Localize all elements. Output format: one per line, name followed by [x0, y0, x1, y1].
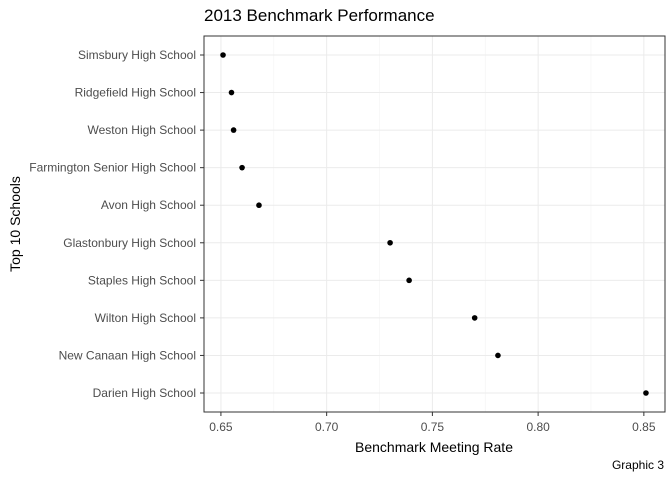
grid-lines: [204, 36, 665, 412]
y-tick-label: Simsbury High School: [78, 48, 196, 62]
figure-caption: Graphic 3: [611, 458, 664, 472]
x-tick-label: 0.75: [421, 420, 445, 434]
chart-title: 2013 Benchmark Performance: [204, 6, 435, 25]
x-tick-label: 0.65: [209, 420, 233, 434]
axis-ticks: 0.65 0.70 0.75 0.80 0.85 Simsbury High School…: [29, 48, 656, 434]
y-tick-label: Wilton High School: [95, 311, 196, 325]
x-tick-label: 0.85: [632, 420, 656, 434]
y-tick-label: Weston High School: [87, 123, 196, 137]
x-tick-label: 0.80: [526, 420, 550, 434]
data-point: [256, 202, 262, 209]
y-axis-title: Top 10 Schools: [7, 176, 23, 272]
x-axis-title: Benchmark Meeting Rate: [355, 439, 513, 455]
y-tick-label: Ridgefield High School: [75, 86, 196, 100]
data-point: [387, 239, 393, 246]
plot-panel-border: [203, 35, 666, 413]
data-point: [230, 127, 237, 133]
y-tick-label: Darien High School: [93, 386, 196, 400]
y-tick-label: Avon High School: [101, 198, 196, 212]
data-point: [495, 352, 501, 359]
data-points: [220, 52, 649, 396]
data-point: [471, 315, 478, 321]
y-tick-label: Farmington Senior High School: [29, 161, 196, 175]
y-tick-label: Staples High School: [88, 273, 196, 287]
data-point: [220, 52, 226, 58]
data-point: [239, 164, 245, 171]
y-tick-label: Glastonbury High School: [63, 236, 196, 250]
data-point: [228, 89, 235, 96]
data-point: [643, 390, 649, 396]
y-tick-label: New Canaan High School: [59, 348, 196, 362]
data-point: [406, 277, 412, 284]
x-tick-label: 0.70: [315, 420, 339, 434]
